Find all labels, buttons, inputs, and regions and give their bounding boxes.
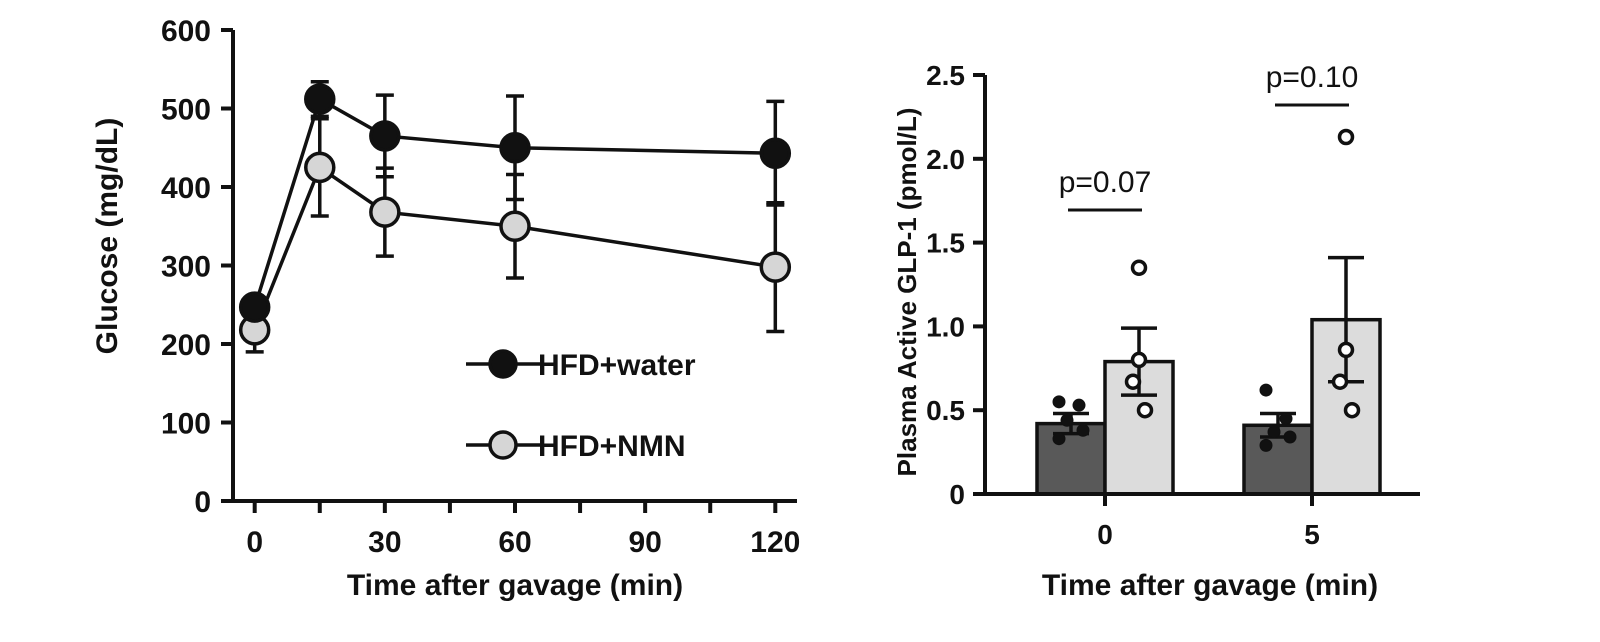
right-x-tick-label: 0: [1097, 519, 1113, 550]
right-y-tick-label: 2.0: [926, 144, 965, 175]
p-value-label: p=0.07: [1059, 166, 1152, 199]
data-point-hfd-water: [1267, 425, 1281, 439]
data-point-hfd-water: [1052, 395, 1066, 409]
data-point-hfd-nmn: [1130, 259, 1148, 276]
left-x-tick-label: 120: [750, 526, 800, 559]
left-y-tick-label: 100: [161, 408, 211, 441]
left-y-tick-label: 300: [161, 251, 211, 284]
data-point-hfd-water: [1283, 430, 1297, 444]
data-point-hfd-water: [1279, 412, 1293, 426]
data-point-hfd-nmn: [1337, 128, 1355, 146]
p-value-label: p=0.10: [1266, 61, 1359, 94]
legend-marker: [488, 349, 518, 379]
left-x-tick-label: 90: [628, 526, 661, 559]
data-point-hfd-water: [1076, 423, 1090, 437]
left-y-tick-label: 200: [161, 329, 211, 362]
right-y-tick-label: 0: [949, 479, 965, 510]
data-point-hfd-nmn: [1124, 373, 1142, 390]
legend-label: HFD+NMN: [538, 430, 686, 463]
left-x-tick-label: 0: [246, 526, 263, 559]
right-y-tick-label: 1.0: [926, 311, 965, 342]
hfd-nmn-point: [304, 151, 336, 184]
data-point-hfd-nmn: [1136, 401, 1154, 419]
left-y-axis-label: Glucose (mg/dL): [91, 118, 124, 355]
glp1-bar-chart: Plasma Active GLP-1 (pmol/L) Time after …: [892, 60, 1420, 602]
left-x-axis-label: Time after gavage (min): [347, 569, 683, 602]
data-point-hfd-water: [1259, 383, 1273, 397]
left-x-tick-label: 30: [368, 526, 401, 559]
data-point-hfd-nmn: [1343, 401, 1361, 419]
right-x-axis-label: Time after gavage (min): [1042, 569, 1378, 602]
right-y-tick-label: 2.5: [926, 60, 965, 91]
hfd-water-point: [238, 291, 271, 323]
right-y-tick-label: 1.5: [926, 228, 965, 259]
right-y-axis-label: Plasma Active GLP-1 (pmol/L): [892, 108, 922, 477]
hfd-water-point: [369, 120, 401, 152]
hfd-nmn-point: [499, 210, 531, 242]
data-point-hfd-water: [1259, 438, 1273, 452]
glucose-line-chart: Glucose (mg/dL) Time after gavage (min) …: [91, 15, 800, 602]
right-x-tick-label: 5: [1304, 519, 1320, 550]
right-y-tick-label: 0.5: [926, 395, 965, 426]
legend-marker: [488, 430, 518, 460]
hfd-nmn-point: [759, 251, 792, 283]
left-y-tick-label: 400: [161, 172, 211, 205]
hfd-water-point: [499, 132, 531, 164]
legend-label: HFD+water: [538, 349, 696, 382]
hfd-water-point: [759, 137, 792, 169]
left-x-tick-label: 60: [498, 526, 531, 559]
data-point-hfd-nmn: [1130, 351, 1148, 369]
data-point-hfd-water: [1060, 413, 1074, 427]
data-point-hfd-nmn: [1331, 373, 1349, 390]
bar-hfd-water: [1242, 423, 1314, 496]
left-y-tick-label: 600: [161, 15, 211, 48]
left-y-tick-label: 0: [194, 486, 211, 519]
hfd-water-point: [304, 83, 336, 115]
data-point-hfd-water: [1072, 398, 1086, 412]
left-y-tick-label: 500: [161, 94, 211, 127]
data-point-hfd-nmn: [1337, 341, 1355, 359]
data-point-hfd-water: [1052, 432, 1066, 446]
hfd-nmn-point: [369, 196, 401, 228]
